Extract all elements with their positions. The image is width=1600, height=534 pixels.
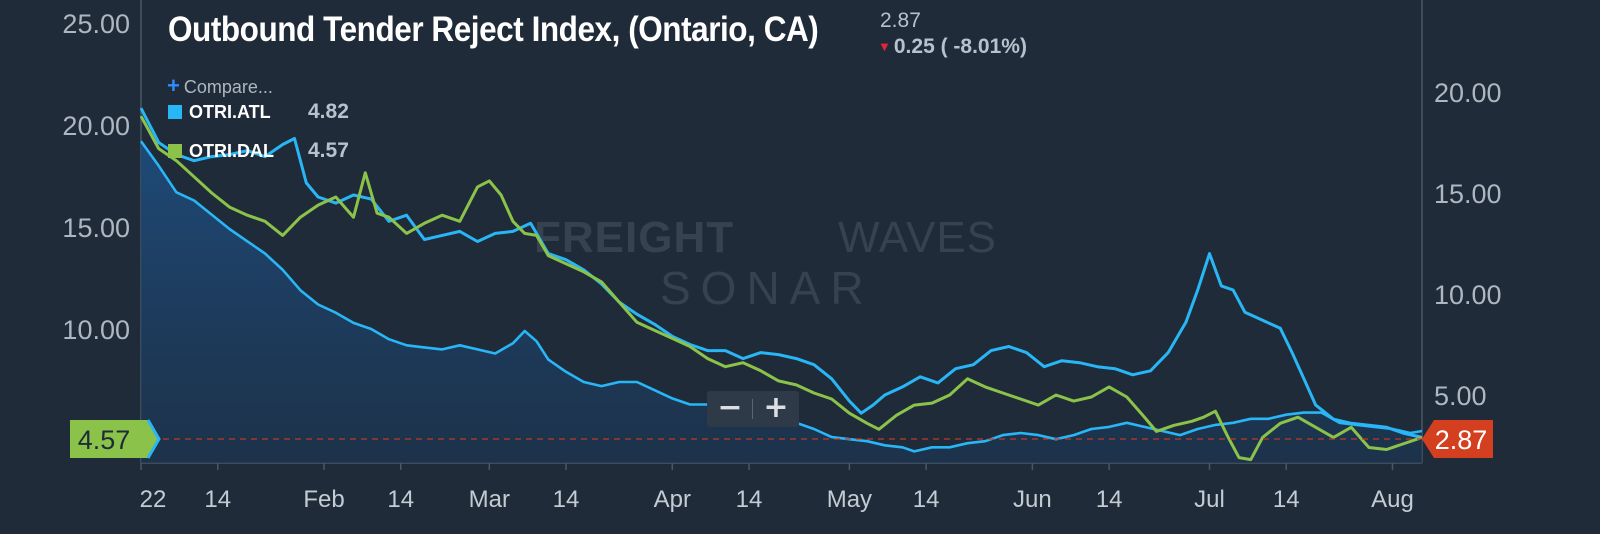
left-axis-tick-label: 15.00: [62, 213, 130, 243]
right-value-tag-label: 2.87: [1435, 425, 1488, 455]
right-axis-tick-label: 5.00: [1434, 381, 1487, 411]
right-value-tag: [1422, 420, 1493, 458]
main-series-area: [141, 141, 1422, 464]
right-axis-tick-label: 10.00: [1434, 280, 1502, 310]
right-axis-tick-label: 15.00: [1434, 179, 1502, 209]
series-line-otri-atl: [139, 107, 1423, 439]
x-axis-tick-label: Feb: [303, 486, 344, 513]
left-value-tag-label: 4.57: [78, 425, 131, 455]
x-axis-tick-label: 14: [1273, 486, 1300, 513]
legend-swatch-atl: [168, 105, 182, 119]
x-axis-tick-label: 14: [736, 486, 763, 513]
left-axis-tick-label: 20.00: [62, 111, 130, 141]
x-axis-tick-label: 14: [204, 486, 231, 513]
freightwaves-sonar-watermark: FREIGHT WAVES SONAR: [534, 213, 997, 314]
chart-title: Outbound Tender Reject Index, (Ontario, …: [168, 10, 819, 49]
svg-text:SONAR: SONAR: [660, 262, 874, 314]
left-value-tag-edge: [146, 419, 161, 459]
plus-icon: +: [167, 73, 180, 98]
x-axis-tick-label: Jun: [1013, 486, 1052, 513]
down-arrow-icon: ▼: [878, 39, 891, 54]
last-value: 2.87: [880, 9, 921, 32]
x-axis-tick-label: May: [827, 486, 872, 513]
zoom-out-button[interactable]: −: [717, 390, 743, 425]
x-axis-tick-label: Aug: [1371, 486, 1414, 513]
x-axis-tick-label: 22: [140, 486, 167, 513]
compare-button[interactable]: + Compare...: [167, 73, 273, 99]
legend-value-dal: 4.57: [308, 139, 349, 162]
legend-item-dal[interactable]: OTRI.DAL 4.57: [168, 139, 349, 162]
x-axis-tick-label: 14: [387, 486, 414, 513]
x-axis-tick-label: 14: [1096, 486, 1123, 513]
legend-label-dal: OTRI.DAL: [189, 141, 274, 161]
series-line-otri-dal: [139, 115, 1423, 462]
right-axis-tick-label: 20.00: [1434, 78, 1502, 108]
zoom-in-button[interactable]: +: [763, 390, 789, 425]
legend-label-atl: OTRI.ATL: [189, 102, 271, 122]
legend-swatch-dal: [168, 144, 182, 158]
x-axis-tick-label: Apr: [654, 486, 691, 513]
x-axis-tick-label: 14: [913, 486, 940, 513]
legend-value-atl: 4.82: [308, 100, 349, 123]
zoom-divider: [752, 399, 753, 419]
change-readout: ▼ 0.25 ( -8.01%): [878, 35, 1027, 59]
zoom-control: − +: [707, 391, 799, 427]
compare-label: Compare...: [183, 77, 273, 97]
left-value-tag: [70, 420, 159, 458]
left-axis-tick-label: 10.00: [62, 315, 130, 345]
x-axis-tick-label: 14: [553, 486, 580, 513]
x-axis-tick-label: Jul: [1194, 486, 1225, 513]
x-axis-tick-label: Mar: [469, 486, 510, 513]
svg-text:FREIGHT: FREIGHT: [534, 213, 734, 262]
change-value: 0.25 ( -8.01%): [893, 35, 1027, 58]
left-axis-tick-label: 25.00: [62, 9, 130, 39]
svg-text:WAVES: WAVES: [838, 213, 997, 262]
legend-item-atl[interactable]: OTRI.ATL 4.82: [168, 100, 349, 123]
